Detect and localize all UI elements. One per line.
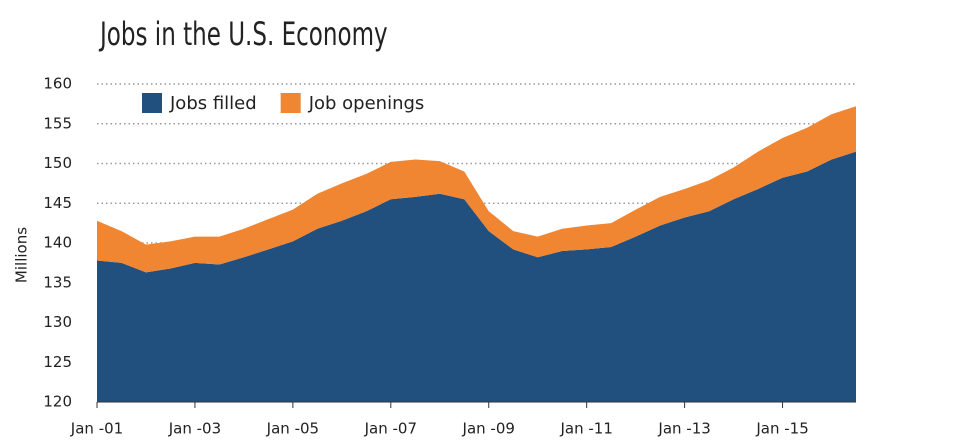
area xyxy=(97,106,856,273)
y-tick-label: 140 xyxy=(43,234,72,252)
y-axis-label: Millions xyxy=(13,227,31,283)
x-tick-label: Jan -11 xyxy=(559,420,612,438)
x-tick-label: Jan -13 xyxy=(657,420,710,438)
y-tick-label: 125 xyxy=(43,353,72,371)
legend-label: Jobs filled xyxy=(169,93,257,114)
y-tick-label: 155 xyxy=(43,114,72,132)
x-tick-label: Jan -05 xyxy=(266,420,319,438)
x-tick-label: Jan -15 xyxy=(755,420,808,438)
x-tick-label: Jan -09 xyxy=(462,420,515,438)
y-tick-label: 135 xyxy=(43,273,72,291)
area xyxy=(97,151,856,402)
x-tick-label: Jan -01 xyxy=(70,420,123,438)
y-tick-label: 145 xyxy=(43,194,72,212)
y-tick-label: 150 xyxy=(43,154,72,172)
legend-swatch xyxy=(142,93,162,113)
legend-swatch xyxy=(280,93,301,113)
y-tick-label: 160 xyxy=(43,75,72,93)
chart-title: Jobs in the U.S. Economy xyxy=(98,15,387,53)
y-tick-label: 130 xyxy=(43,313,72,331)
x-tick-label: Jan -07 xyxy=(364,420,417,438)
legend-label: Job openings xyxy=(308,93,425,114)
x-tick-label: Jan -03 xyxy=(168,420,221,438)
y-tick-label: 120 xyxy=(43,393,72,411)
